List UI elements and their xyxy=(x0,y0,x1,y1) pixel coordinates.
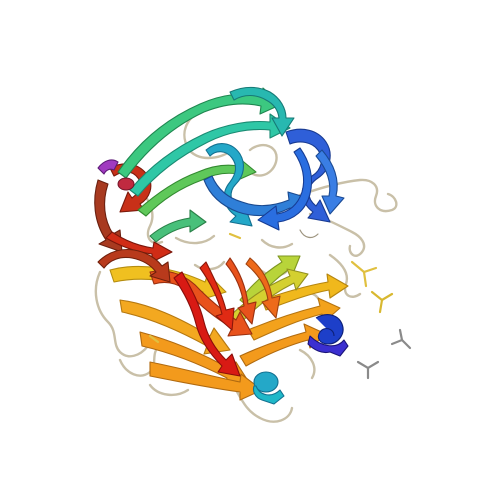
upper-green-strands xyxy=(117,86,295,243)
core-red-sheets xyxy=(149,257,281,377)
left-accents xyxy=(97,159,135,191)
upper-blue-strands xyxy=(203,128,345,231)
right-blue-helix xyxy=(307,314,349,357)
coil-loops xyxy=(94,106,398,423)
left-brown-strands xyxy=(94,163,173,283)
bottom-cyan-helix xyxy=(252,371,285,405)
ligand-sticks xyxy=(148,232,412,380)
